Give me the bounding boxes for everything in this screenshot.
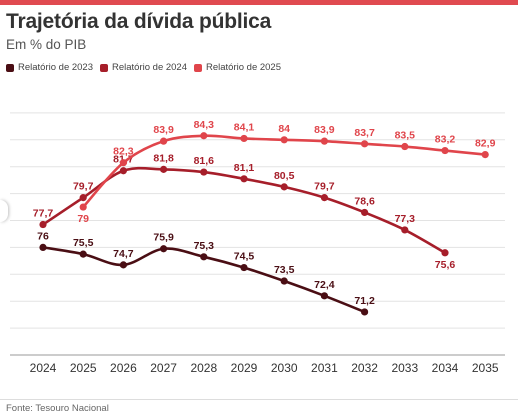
data-label: 84,1 — [234, 121, 255, 133]
data-point — [441, 146, 449, 155]
legend-label-2023: Relatório de 2023 — [18, 62, 93, 73]
data-label: 84 — [278, 123, 290, 135]
x-tick-label: 2028 — [190, 361, 217, 375]
chart-subtitle: Em % do PIB — [6, 37, 87, 52]
legend-swatch-2023 — [6, 63, 14, 72]
data-label: 82,9 — [475, 138, 496, 150]
legend-swatch-2025 — [194, 63, 202, 72]
x-tick-label: 2026 — [110, 361, 137, 375]
data-point — [240, 175, 248, 183]
data-label: 80,5 — [274, 170, 295, 182]
data-point — [401, 226, 409, 234]
data-point — [361, 140, 369, 148]
legend-swatch-2024 — [100, 63, 108, 72]
data-point — [200, 253, 208, 261]
data-point — [160, 245, 168, 253]
data-point — [481, 150, 489, 159]
data-point — [160, 137, 168, 145]
legend-label-2024: Relatório de 2024 — [112, 62, 187, 73]
x-tick-label: 2031 — [311, 361, 338, 375]
data-label: 83,5 — [395, 130, 416, 142]
legend-item-2023[interactable]: Relatório de 2023 — [6, 62, 93, 73]
footer-divider — [0, 399, 518, 400]
x-tick-label: 2030 — [271, 361, 298, 375]
data-label: 74,5 — [234, 251, 255, 263]
data-label: 83,7 — [354, 127, 375, 139]
data-label: 81,8 — [153, 152, 174, 164]
data-point — [119, 261, 127, 269]
data-label: 79,7 — [73, 181, 94, 193]
data-point — [160, 165, 168, 173]
data-point — [119, 159, 127, 167]
data-label: 72,4 — [314, 279, 335, 291]
data-label: 77,7 — [33, 208, 54, 220]
data-point — [79, 203, 87, 211]
data-label: 71,2 — [354, 295, 375, 307]
legend-item-2025[interactable]: Relatório de 2025 — [194, 62, 281, 73]
data-point — [280, 183, 288, 191]
x-tick-label: 2035 — [472, 361, 499, 375]
data-label: 83,9 — [153, 124, 174, 136]
data-label: 82,3 — [113, 146, 134, 158]
data-point — [240, 134, 248, 143]
data-label: 76 — [37, 230, 49, 242]
data-label: 81,6 — [194, 155, 215, 167]
data-point — [79, 250, 87, 258]
data-point — [441, 249, 449, 257]
data-label: 75,9 — [153, 232, 174, 244]
data-point — [240, 263, 248, 272]
data-label: 83,9 — [314, 124, 335, 136]
data-point — [119, 167, 127, 175]
data-label: 73,5 — [274, 264, 295, 276]
debt-trajectory-chart: 2024 2025 2026 2027 2028 2029 2030 2031 2032 2033… — [10, 112, 505, 375]
data-point — [39, 243, 47, 251]
data-point — [320, 292, 328, 300]
data-label: 81,1 — [234, 162, 255, 174]
data-label: 75,3 — [194, 240, 215, 252]
legend-label-2025: Relatório de 2025 — [206, 62, 281, 73]
source-note: Fonte: Tesouro Nacional — [6, 403, 109, 414]
top-accent-rule — [0, 0, 518, 5]
data-label: 79,7 — [314, 181, 335, 193]
chart-title: Trajetória da dívida pública — [6, 10, 272, 33]
x-tick-label: 2029 — [231, 361, 258, 375]
data-point — [361, 308, 369, 316]
data-point — [320, 194, 328, 202]
x-tick-label: 2025 — [70, 361, 97, 375]
legend: Relatório de 2023 Relatório de 2024 Rela… — [6, 62, 288, 73]
data-label: 74,7 — [113, 248, 134, 260]
x-tick-label: 2032 — [351, 361, 378, 375]
data-point — [200, 168, 208, 176]
data-point — [320, 137, 328, 145]
scroll-handle[interactable] — [0, 200, 8, 222]
data-point — [361, 208, 369, 217]
data-point — [280, 277, 288, 285]
x-tick-label: 2027 — [150, 361, 177, 375]
data-point — [79, 194, 87, 202]
data-label: 75,5 — [73, 237, 94, 249]
data-point — [200, 132, 208, 140]
data-label: 84,3 — [194, 119, 215, 131]
data-label: 79 — [77, 213, 89, 225]
data-label: 78,6 — [354, 195, 375, 207]
legend-item-2024[interactable]: Relatório de 2024 — [100, 62, 187, 73]
data-label: 83,2 — [435, 134, 456, 146]
data-label: 77,3 — [395, 213, 416, 225]
x-tick-label: 2034 — [432, 361, 459, 375]
x-tick-label: 2024 — [30, 361, 57, 375]
data-point — [280, 136, 288, 144]
data-point — [39, 220, 47, 229]
data-point — [401, 142, 409, 151]
data-label: 75,6 — [435, 259, 456, 271]
x-tick-label: 2033 — [391, 361, 418, 375]
